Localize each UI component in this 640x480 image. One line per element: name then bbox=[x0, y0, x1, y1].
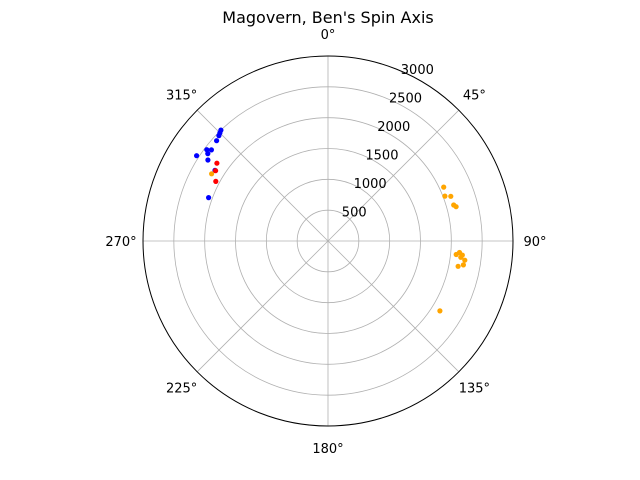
data-point bbox=[205, 151, 211, 157]
radial-tick-label: 1500 bbox=[365, 149, 398, 164]
data-point bbox=[458, 254, 464, 260]
angular-gridline bbox=[327, 240, 460, 373]
data-point bbox=[206, 195, 212, 201]
angular-gridline bbox=[196, 109, 329, 242]
data-point bbox=[442, 193, 448, 199]
radial-tick-label: 500 bbox=[342, 206, 367, 221]
data-point bbox=[214, 138, 220, 144]
polar-frame bbox=[142, 55, 514, 427]
data-point bbox=[437, 308, 443, 314]
data-point bbox=[208, 147, 214, 153]
angle-tick-label: 315° bbox=[166, 89, 197, 104]
angle-tick-label: 225° bbox=[166, 381, 197, 396]
radial-tick-label: 3000 bbox=[401, 63, 434, 78]
angle-tick-label: 45° bbox=[463, 89, 486, 104]
data-point bbox=[213, 168, 219, 174]
axis-labels: 500 1000 1500 2000 2500 3000 0° 45° 90° 135° 180° 2… bbox=[105, 28, 546, 457]
data-point bbox=[453, 251, 459, 258]
radial-tick-label: 2500 bbox=[389, 92, 422, 107]
angle-tick-label: 270° bbox=[105, 235, 136, 250]
angle-tick-label: 90° bbox=[523, 235, 546, 250]
radial-tick-label: 1000 bbox=[354, 177, 387, 192]
data-point bbox=[205, 157, 211, 163]
data-point bbox=[194, 153, 200, 159]
data-point bbox=[213, 178, 219, 184]
data-point bbox=[218, 127, 224, 133]
angular-gridline bbox=[196, 240, 329, 373]
data-point bbox=[448, 193, 454, 199]
radial-tick-label: 2000 bbox=[377, 120, 410, 135]
data-points bbox=[194, 127, 468, 314]
angle-tick-label: 135° bbox=[459, 381, 490, 396]
data-point bbox=[455, 263, 461, 269]
data-point bbox=[214, 160, 220, 166]
polar-grid bbox=[142, 55, 514, 427]
data-point bbox=[460, 262, 466, 268]
angular-gridline bbox=[327, 109, 460, 242]
angle-tick-label: 0° bbox=[321, 28, 336, 43]
data-point bbox=[462, 257, 468, 263]
chart-title: Magovern, Ben's Spin Axis bbox=[222, 8, 433, 27]
data-point bbox=[441, 184, 447, 190]
data-point bbox=[453, 204, 459, 210]
data-point bbox=[209, 171, 215, 177]
data-point bbox=[204, 147, 210, 153]
angle-tick-label: 180° bbox=[312, 442, 343, 457]
